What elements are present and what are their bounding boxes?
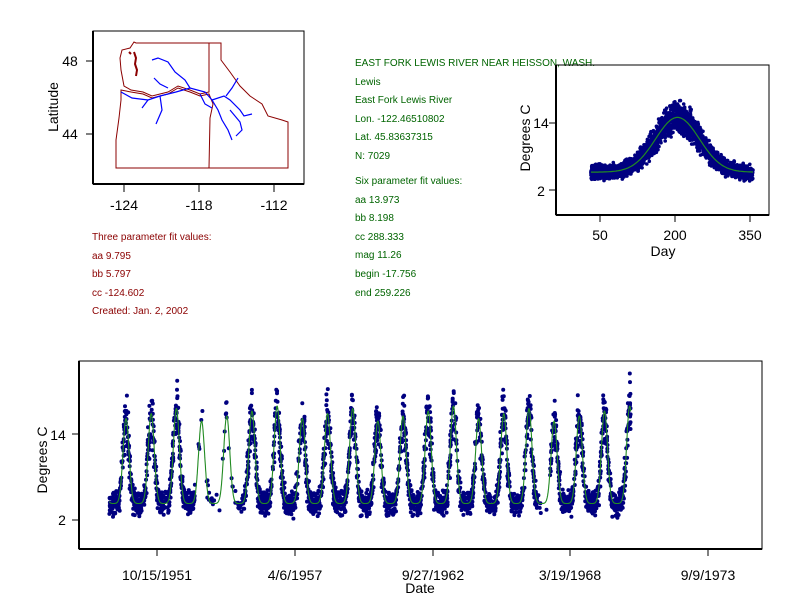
six-param-heading: Six parameter fit values: [355, 176, 463, 187]
map-x-ticks [123, 184, 275, 192]
three-param-heading: Three parameter fit values: [92, 232, 212, 243]
map-x-tick-118: -118 [186, 197, 213, 213]
station-info-block: EAST FORK LEWIS RIVER NEAR HEISSON, WASH… [355, 55, 595, 167]
station-river: East Fork Lewis River [355, 95, 453, 107]
station-name: EAST FORK LEWIS RIVER NEAR HEISSON, WASH… [355, 58, 596, 69]
six-param-cc: cc 288.333 [355, 231, 404, 243]
three-param-block: Three parameter fit values: aa 9.795 bb … [92, 229, 212, 322]
three-param-cc: cc -124.602 [92, 287, 145, 299]
created-date: Created: Jan. 2, 2002 [92, 306, 189, 318]
three-param-bb: bb 5.797 [92, 269, 131, 281]
six-param-begin: begin -17.756 [355, 268, 417, 280]
six-param-block: Six parameter fit values: aa 13.973 bb 8… [355, 173, 462, 303]
six-param-bb: bb 8.198 [355, 213, 394, 225]
six-param-mag: mag 11.26 [355, 250, 402, 262]
station-lon: Lon. -122.46510802 [355, 113, 445, 125]
map-frame [92, 30, 305, 185]
station-lat: Lat. 45.83637315 [355, 132, 433, 144]
station-basin: Lewis [355, 76, 381, 88]
map-coast-detail [128, 51, 139, 77]
map-state-outlines [115, 41, 289, 169]
six-param-aa: aa 13.973 [355, 194, 400, 206]
map-rivers [120, 57, 253, 141]
map-y-ticks [86, 60, 93, 135]
map-x-tick-112: -112 [261, 197, 288, 213]
map-y-axis-label: Latitude [45, 82, 61, 132]
station-n: N: 7029 [355, 150, 391, 162]
map-y-tick-44: 44 [62, 126, 78, 142]
six-param-end: end 259.226 [355, 287, 411, 299]
map-y-tick-48: 48 [62, 53, 78, 69]
three-param-aa: aa 9.795 [92, 250, 131, 262]
map-x-tick-124: -124 [110, 197, 138, 213]
